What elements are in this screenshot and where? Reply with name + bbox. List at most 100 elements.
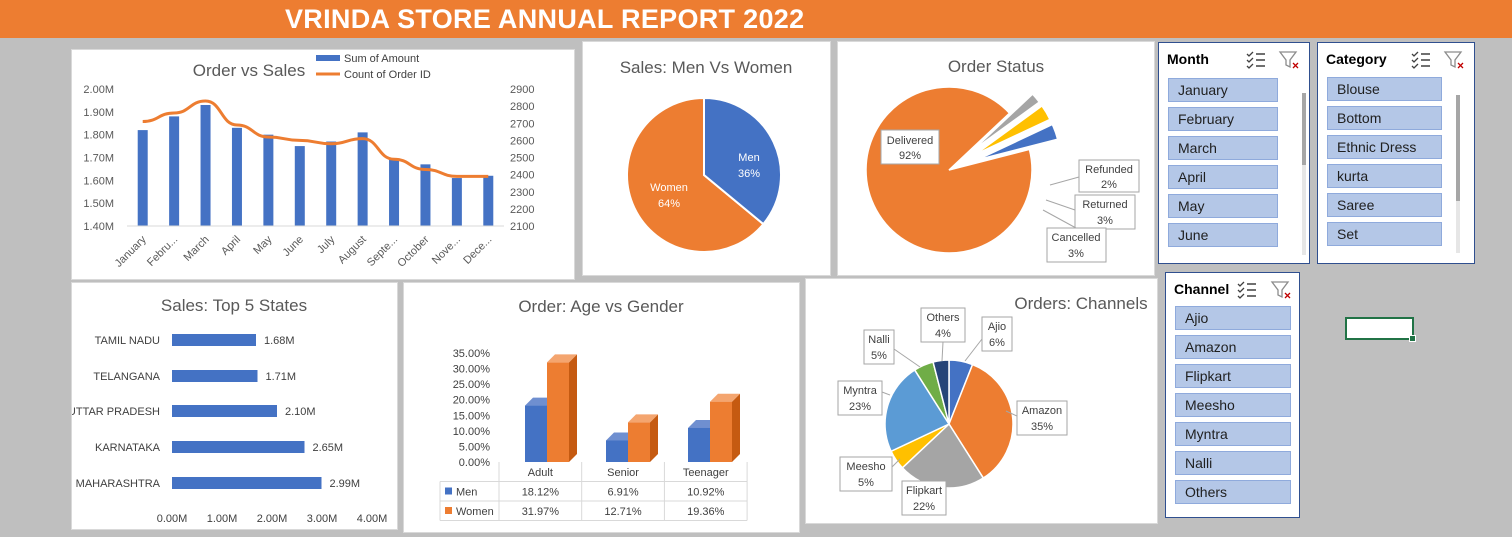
delivered-callout-box: [880, 129, 940, 165]
returned-callout-box: [1074, 194, 1136, 230]
state-label: TAMIL NADU: [95, 335, 160, 347]
top-states-chart[interactable]: Sales: Top 5 States TAMIL NADU 1.68M TELAN…: [68, 282, 398, 530]
channel-item-myntra[interactable]: Myntra: [1175, 422, 1291, 446]
report-title: VRINDA STORE ANNUAL REPORT 2022: [285, 4, 805, 34]
x-axis-tick-label: May: [251, 233, 275, 257]
month-slicer[interactable]: Month January February March April May June: [1158, 42, 1310, 264]
men-column: [606, 440, 628, 462]
channel-callout-leader: [891, 458, 901, 468]
category-item-ethnic-dress[interactable]: Ethnic Dress: [1327, 135, 1442, 159]
category-item-saree[interactable]: Saree: [1327, 193, 1442, 217]
y2-axis-tick-label: 2900: [510, 84, 534, 96]
month-item-march[interactable]: March: [1168, 136, 1278, 160]
channel-item-meesho[interactable]: Meesho: [1175, 393, 1291, 417]
y-axis-tick-label: 1.80M: [83, 130, 114, 142]
channel-item-nalli[interactable]: Nalli: [1175, 451, 1291, 475]
returned-label: Returned: [1082, 199, 1127, 211]
y-axis-tick-label: 1.70M: [83, 153, 114, 165]
channel-item-others[interactable]: Others: [1175, 480, 1291, 504]
channel-callout-pct: 4%: [935, 328, 951, 340]
category-item-set[interactable]: Set: [1327, 222, 1442, 246]
channel-callout-label: Meesho: [846, 461, 885, 473]
category-scroll-thumb[interactable]: [1456, 95, 1460, 201]
channel-callout-box: [837, 380, 883, 416]
state-bar: [172, 370, 258, 382]
state-label: UTTAR PRADESH: [72, 406, 160, 418]
chart-title: Order Status: [948, 57, 1044, 76]
category-item-bottom[interactable]: Bottom: [1327, 106, 1442, 130]
category-slicer[interactable]: Category Blouse Bottom Ethnic Dress kurta Sa…: [1317, 42, 1475, 264]
top-states-svg: Sales: Top 5 States TAMIL NADU 1.68M TELAN…: [68, 296, 387, 525]
men-value-cell: 6.91%: [607, 487, 638, 499]
channel-item-amazon[interactable]: Amazon: [1175, 335, 1291, 359]
x-axis-tick-label: April: [219, 234, 243, 258]
category-item-blouse[interactable]: Blouse: [1327, 77, 1442, 101]
delivered-pct: 92%: [899, 150, 921, 162]
month-item-april[interactable]: April: [1168, 165, 1278, 189]
y2-axis-tick-label: 2200: [510, 204, 534, 216]
amount-bar: [294, 146, 305, 226]
month-item-may[interactable]: May: [1168, 194, 1278, 218]
multi-select-icon[interactable]: [1236, 280, 1258, 300]
channel-callout-pct: 22%: [913, 501, 935, 513]
month-item-january[interactable]: January: [1168, 78, 1278, 102]
y-axis-tick-label: 25.00%: [453, 379, 491, 391]
multi-select-icon[interactable]: [1410, 50, 1432, 70]
state-bar: [172, 441, 305, 453]
channel-item-flipkart[interactable]: Flipkart: [1175, 364, 1291, 388]
channel-callout-pct: 23%: [849, 401, 871, 413]
x-axis-tick-label: Febru...: [145, 234, 180, 269]
multi-select-icon[interactable]: [1245, 50, 1267, 70]
cancelled-slice: [976, 123, 1059, 161]
category-scrollbar[interactable]: [1456, 95, 1460, 253]
clear-filter-icon[interactable]: [1270, 280, 1292, 300]
men-value-cell: 10.92%: [687, 487, 725, 499]
women-pct: 64%: [658, 198, 680, 210]
men-vs-women-chart[interactable]: Sales: Men Vs Women Men 36% Women 64%: [582, 41, 831, 276]
amount-bar: [420, 164, 431, 226]
clear-filter-icon[interactable]: [1278, 50, 1300, 70]
x-axis-tick-label: 3.00M: [307, 513, 338, 525]
channel-slicer[interactable]: Channel Ajio Amazon Flipkart Meesho Myntra Na…: [1165, 272, 1300, 518]
channel-callout-label: Flipkart: [906, 485, 942, 497]
men-vs-women-svg: Sales: Men Vs Women Men 36% Women 64%: [620, 58, 792, 253]
channel-slicer-header: Channel: [1174, 279, 1291, 301]
channel-item-ajio[interactable]: Ajio: [1175, 306, 1291, 330]
y-axis-tick-label: 1.40M: [83, 221, 114, 233]
women-column-side: [732, 393, 740, 462]
amount-bar: [169, 116, 180, 226]
channels-chart[interactable]: Orders: Channels Ajio 6% Amazon 35% Flipkart…: [805, 278, 1158, 524]
amount-bar: [357, 132, 368, 226]
women-column-side: [650, 414, 658, 462]
month-scroll-thumb[interactable]: [1302, 93, 1306, 165]
legend-amount-label: Sum of Amount: [344, 53, 419, 65]
y-axis-tick-label: 2.00M: [83, 84, 114, 96]
order-vs-sales-chart[interactable]: Order vs Sales Sum of Amount Count of Or…: [71, 49, 575, 280]
refunded-label: Refunded: [1085, 164, 1133, 176]
x-axis-tick-label: July: [315, 233, 338, 256]
men-label: Men: [738, 152, 759, 164]
state-value-label: 2.65M: [313, 442, 344, 454]
amount-bar: [483, 175, 494, 226]
x-axis-tick-label: Septe...: [365, 234, 400, 269]
month-item-february[interactable]: February: [1168, 107, 1278, 131]
state-value-label: 2.99M: [330, 478, 361, 490]
month-item-june[interactable]: June: [1168, 223, 1278, 247]
women-value-cell: 12.71%: [604, 506, 642, 518]
y-axis-tick-label: 0.00%: [459, 457, 490, 469]
clear-filter-icon[interactable]: [1443, 50, 1465, 70]
state-bar: [172, 477, 322, 489]
month-scrollbar[interactable]: [1302, 93, 1306, 255]
age-gender-chart[interactable]: Order: Age vs Gender 35.00% 30.00% 25.00% 2…: [403, 282, 800, 533]
women-column: [628, 422, 650, 462]
delivered-callout: Delivered 92%: [880, 129, 940, 165]
selected-cell[interactable]: [1345, 317, 1416, 342]
amount-bar: [200, 104, 211, 226]
category-item-kurta[interactable]: kurta: [1327, 164, 1442, 188]
men-value-cell: 18.12%: [522, 487, 560, 499]
y-axis-tick-label: 5.00%: [459, 441, 490, 453]
chart-title: Order: Age vs Gender: [518, 297, 684, 316]
chart-title: Order vs Sales: [193, 61, 305, 80]
order-status-chart[interactable]: Order Status Delivered 92% Refunded 2% R…: [837, 41, 1155, 276]
report-banner: VRINDA STORE ANNUAL REPORT 2022: [0, 0, 1512, 38]
